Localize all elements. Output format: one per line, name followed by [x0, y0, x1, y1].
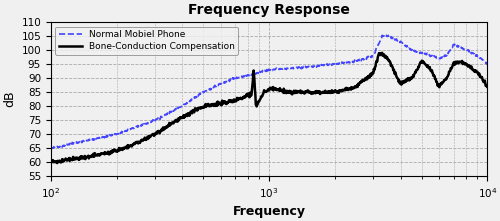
Normal Mobiel Phone: [93, 136, 99, 139]
Legend: Normal Mobiel Phone, Bone-Conduction Compensation: Normal Mobiel Phone, Bone-Conduction Com…: [56, 27, 238, 55]
Normal Mobiel Phone: [48, 147, 54, 149]
Bone-Conduction Compensation: [48, 160, 54, 163]
Normal Mobiel Phone: [389, 37, 395, 40]
Normal Mobiel Phone: [384, 34, 390, 36]
Normal Mobiel Phone: [49, 147, 55, 150]
Bone-Conduction Compensation: [389, 65, 395, 68]
Bone-Conduction Compensation: [484, 86, 490, 89]
Title: Frequency Response: Frequency Response: [188, 3, 350, 17]
Bone-Conduction Compensation: [225, 101, 231, 104]
Bone-Conduction Compensation: [54, 162, 60, 164]
Bone-Conduction Compensation: [93, 154, 99, 156]
Normal Mobiel Phone: [225, 80, 231, 83]
Normal Mobiel Phone: [484, 63, 490, 66]
Line: Normal Mobiel Phone: Normal Mobiel Phone: [51, 35, 488, 148]
Bone-Conduction Compensation: [379, 51, 385, 54]
Line: Bone-Conduction Compensation: Bone-Conduction Compensation: [51, 53, 488, 163]
X-axis label: Frequency: Frequency: [232, 205, 306, 218]
Y-axis label: dB: dB: [3, 91, 16, 107]
Bone-Conduction Compensation: [240, 96, 246, 99]
Normal Mobiel Phone: [348, 61, 354, 63]
Bone-Conduction Compensation: [397, 82, 403, 85]
Normal Mobiel Phone: [397, 41, 403, 44]
Bone-Conduction Compensation: [348, 88, 354, 91]
Normal Mobiel Phone: [240, 76, 246, 78]
